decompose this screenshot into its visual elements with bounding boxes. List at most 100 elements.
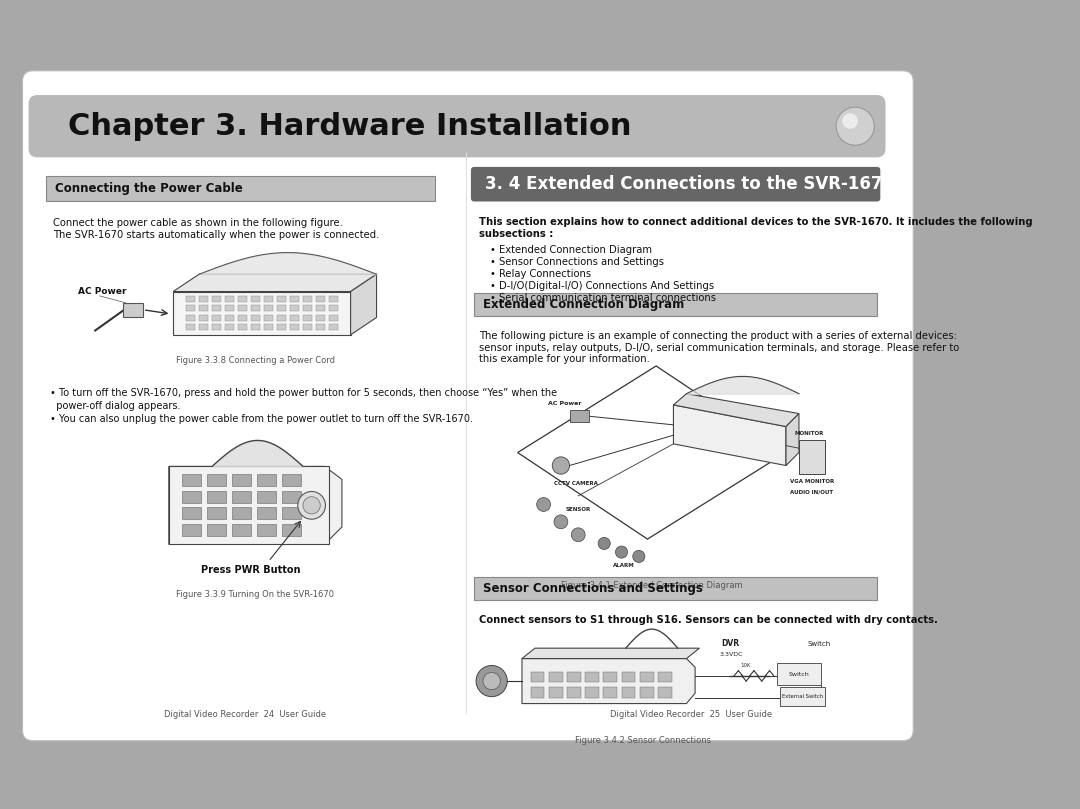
Bar bbox=[186, 305, 194, 311]
Bar bbox=[181, 474, 201, 486]
Bar bbox=[778, 663, 821, 684]
FancyBboxPatch shape bbox=[474, 577, 877, 599]
Bar bbox=[264, 305, 272, 311]
Text: The SVR-1670 starts automatically when the power is connected.: The SVR-1670 starts automatically when t… bbox=[53, 230, 379, 240]
FancyBboxPatch shape bbox=[471, 167, 880, 201]
Circle shape bbox=[554, 515, 568, 529]
Bar bbox=[291, 305, 299, 311]
Text: AC Power: AC Power bbox=[78, 287, 126, 296]
Polygon shape bbox=[786, 413, 799, 465]
Bar bbox=[316, 305, 325, 311]
Bar bbox=[569, 410, 589, 422]
Text: Connect the power cable as shown in the following figure.: Connect the power cable as shown in the … bbox=[53, 218, 342, 228]
Bar bbox=[181, 507, 201, 519]
Bar bbox=[282, 474, 301, 486]
Text: • You can also unplug the power cable from the power outlet to turn off the SVR-: • You can also unplug the power cable fr… bbox=[50, 414, 473, 425]
Bar bbox=[212, 315, 220, 321]
Bar bbox=[658, 687, 672, 697]
Bar bbox=[329, 296, 338, 302]
Bar bbox=[199, 296, 207, 302]
Bar bbox=[251, 315, 259, 321]
Bar bbox=[329, 305, 338, 311]
Bar bbox=[316, 324, 325, 331]
Text: Connect sensors to S1 through S16. Sensors can be connected with dry contacts.: Connect sensors to S1 through S16. Senso… bbox=[478, 616, 937, 625]
Circle shape bbox=[476, 666, 508, 697]
Bar bbox=[282, 507, 301, 519]
Bar bbox=[225, 296, 233, 302]
Bar bbox=[207, 474, 226, 486]
Bar bbox=[276, 305, 285, 311]
Text: VGA MONITOR: VGA MONITOR bbox=[791, 479, 835, 484]
Bar bbox=[585, 687, 599, 697]
Text: Figure 3.4.1 Extended Connection Diagram: Figure 3.4.1 Extended Connection Diagram bbox=[561, 581, 743, 590]
Bar bbox=[264, 296, 272, 302]
Text: 3. 4 Extended Connections to the SVR-1670: 3. 4 Extended Connections to the SVR-167… bbox=[485, 176, 894, 193]
Bar bbox=[212, 324, 220, 331]
Text: Figure 3.3.9 Turning On the SVR-1670: Figure 3.3.9 Turning On the SVR-1670 bbox=[176, 591, 335, 599]
Bar bbox=[225, 315, 233, 321]
FancyBboxPatch shape bbox=[45, 176, 435, 201]
Circle shape bbox=[598, 537, 610, 549]
Bar bbox=[238, 296, 246, 302]
Bar bbox=[225, 305, 233, 311]
Text: • Relay Connections: • Relay Connections bbox=[490, 269, 591, 279]
Bar bbox=[549, 687, 563, 697]
Text: This section explains how to connect additional devices to the SVR-1670. It incl: This section explains how to connect add… bbox=[478, 217, 1032, 227]
Bar bbox=[257, 523, 276, 536]
Bar bbox=[199, 305, 207, 311]
Bar bbox=[264, 324, 272, 331]
Circle shape bbox=[616, 546, 627, 558]
Text: Extended Connection Diagram: Extended Connection Diagram bbox=[483, 298, 685, 311]
Bar bbox=[168, 467, 329, 544]
Circle shape bbox=[483, 672, 500, 690]
Bar bbox=[329, 315, 338, 321]
Bar bbox=[567, 687, 581, 697]
Bar bbox=[621, 671, 635, 682]
Bar bbox=[276, 296, 285, 302]
Bar bbox=[257, 507, 276, 519]
Circle shape bbox=[571, 527, 585, 542]
Bar bbox=[181, 490, 201, 502]
Text: • Sensor Connections and Settings: • Sensor Connections and Settings bbox=[490, 257, 664, 267]
Text: • To turn off the SVR-1670, press and hold the power button for 5 seconds, then : • To turn off the SVR-1670, press and ho… bbox=[50, 388, 557, 399]
FancyBboxPatch shape bbox=[23, 71, 914, 741]
Polygon shape bbox=[173, 291, 351, 335]
Text: Switch: Switch bbox=[808, 641, 831, 646]
Polygon shape bbox=[173, 274, 377, 291]
Bar bbox=[186, 324, 194, 331]
Bar bbox=[212, 305, 220, 311]
Bar bbox=[780, 687, 825, 706]
FancyBboxPatch shape bbox=[28, 95, 886, 158]
Bar bbox=[199, 315, 207, 321]
FancyBboxPatch shape bbox=[474, 294, 877, 316]
Bar bbox=[303, 305, 312, 311]
Circle shape bbox=[842, 113, 858, 129]
Bar bbox=[238, 305, 246, 311]
Bar bbox=[251, 324, 259, 331]
Bar bbox=[303, 315, 312, 321]
Circle shape bbox=[303, 497, 321, 514]
Text: Digital Video Recorder  24  User Guide: Digital Video Recorder 24 User Guide bbox=[164, 710, 326, 719]
Bar bbox=[291, 315, 299, 321]
Circle shape bbox=[633, 550, 645, 562]
Text: ALARM: ALARM bbox=[612, 563, 635, 568]
Text: MONITOR: MONITOR bbox=[795, 431, 824, 436]
Bar bbox=[530, 687, 544, 697]
Text: Press PWR Button: Press PWR Button bbox=[201, 565, 300, 575]
Bar bbox=[639, 687, 653, 697]
Bar bbox=[257, 490, 276, 502]
Bar bbox=[207, 507, 226, 519]
Text: CCTV CAMERA: CCTV CAMERA bbox=[554, 481, 598, 485]
Bar bbox=[251, 296, 259, 302]
Bar bbox=[303, 324, 312, 331]
Bar bbox=[316, 315, 325, 321]
Bar bbox=[238, 315, 246, 321]
Bar bbox=[207, 490, 226, 502]
Bar bbox=[291, 296, 299, 302]
Bar bbox=[232, 523, 251, 536]
Text: sensor inputs, relay outputs, D-I/O, serial communication terminals, and storage: sensor inputs, relay outputs, D-I/O, ser… bbox=[478, 342, 959, 353]
Bar bbox=[276, 324, 285, 331]
Circle shape bbox=[537, 498, 551, 511]
Text: DVR: DVR bbox=[721, 638, 739, 647]
Bar bbox=[232, 474, 251, 486]
